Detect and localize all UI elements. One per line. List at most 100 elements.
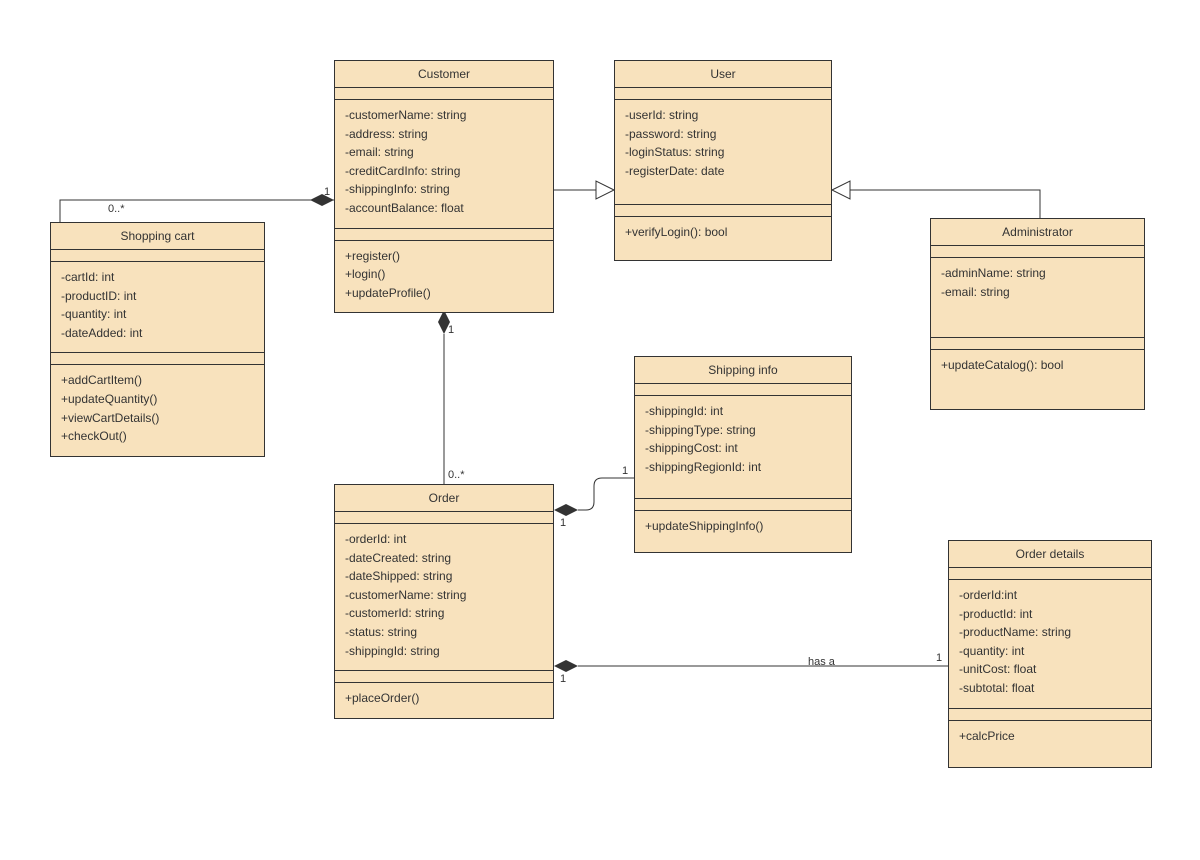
attr: -quantity: int bbox=[61, 305, 254, 324]
method: +register() bbox=[345, 247, 543, 266]
attrs: -customerName: string -address: string -… bbox=[335, 100, 553, 229]
attr: -orderId: int bbox=[345, 530, 543, 549]
attrs: -cartId: int -productID: int -quantity: … bbox=[51, 262, 264, 353]
methods: +verifyLogin(): bool bbox=[615, 217, 831, 260]
class-title: Customer bbox=[335, 61, 553, 88]
method: +checkOut() bbox=[61, 427, 254, 446]
mult-cart-0star: 0..* bbox=[108, 203, 125, 215]
attr: -subtotal: float bbox=[959, 679, 1141, 698]
attr: -productName: string bbox=[959, 623, 1141, 642]
method: +addCartItem() bbox=[61, 371, 254, 390]
class-administrator: Administrator -adminName: string -email:… bbox=[930, 218, 1145, 410]
method: +updateShippingInfo() bbox=[645, 517, 841, 536]
attr: -accountBalance: float bbox=[345, 199, 543, 218]
attr: -cartId: int bbox=[61, 268, 254, 287]
class-title: User bbox=[615, 61, 831, 88]
attr: -loginStatus: string bbox=[625, 143, 821, 162]
attrs: -orderId:int -productId: int -productNam… bbox=[949, 580, 1151, 709]
attr: -customerName: string bbox=[345, 106, 543, 125]
class-shopping-cart: Shopping cart -cartId: int -productID: i… bbox=[50, 222, 265, 457]
attr: -address: string bbox=[345, 125, 543, 144]
attrs: -orderId: int -dateCreated: string -date… bbox=[335, 524, 553, 671]
class-title: Shipping info bbox=[635, 357, 851, 384]
class-title: Shopping cart bbox=[51, 223, 264, 250]
method: +viewCartDetails() bbox=[61, 409, 254, 428]
class-order: Order -orderId: int -dateCreated: string… bbox=[334, 484, 554, 719]
mult-orderdet-1a: 1 bbox=[560, 673, 566, 685]
edge-order-shipping bbox=[578, 478, 634, 510]
class-customer: Customer -customerName: string -address:… bbox=[334, 60, 554, 313]
mult-cart-1: 1 bbox=[324, 186, 330, 198]
attr: -shippingCost: int bbox=[645, 439, 841, 458]
methods: +placeOrder() bbox=[335, 683, 553, 718]
edge-label-has-a: has a bbox=[808, 656, 835, 668]
compartment-sep bbox=[949, 709, 1151, 721]
methods: +updateCatalog(): bool bbox=[931, 350, 1144, 409]
attr: -shippingRegionId: int bbox=[645, 458, 841, 477]
compartment-sep bbox=[615, 205, 831, 217]
attr: -email: string bbox=[345, 143, 543, 162]
attr: -registerDate: date bbox=[625, 162, 821, 181]
attr: -productID: int bbox=[61, 287, 254, 306]
edge-cart-customer bbox=[60, 200, 334, 222]
compartment-sep bbox=[615, 88, 831, 100]
compartment-sep bbox=[931, 338, 1144, 350]
mult-custorder-0star: 0..* bbox=[448, 469, 465, 481]
methods: +register() +login() +updateProfile() bbox=[335, 241, 553, 313]
diamond-order-orderdetails bbox=[554, 660, 578, 672]
attr: -password: string bbox=[625, 125, 821, 144]
mult-orderdet-1b: 1 bbox=[936, 652, 942, 664]
compartment-sep bbox=[51, 353, 264, 365]
methods: +updateShippingInfo() bbox=[635, 511, 851, 552]
attr: -quantity: int bbox=[959, 642, 1141, 661]
attr: -dateCreated: string bbox=[345, 549, 543, 568]
attr: -customerId: string bbox=[345, 604, 543, 623]
class-order-details: Order details -orderId:int -productId: i… bbox=[948, 540, 1152, 768]
arrow-admin-user bbox=[832, 181, 850, 199]
method: +calcPrice bbox=[959, 727, 1141, 746]
attrs: -userId: string -password: string -login… bbox=[615, 100, 831, 205]
attr: -shippingInfo: string bbox=[345, 180, 543, 199]
methods: +calcPrice bbox=[949, 721, 1151, 768]
attr: -userId: string bbox=[625, 106, 821, 125]
compartment-sep bbox=[335, 512, 553, 524]
compartment-sep bbox=[635, 384, 851, 396]
diamond-cart-customer bbox=[310, 194, 334, 206]
method: +updateQuantity() bbox=[61, 390, 254, 409]
class-title: Order bbox=[335, 485, 553, 512]
compartment-sep bbox=[335, 671, 553, 683]
class-shipping-info: Shipping info -shippingId: int -shipping… bbox=[634, 356, 852, 553]
mult-custorder-1: 1 bbox=[448, 324, 454, 336]
attr: -shippingId: int bbox=[645, 402, 841, 421]
attr: -orderId:int bbox=[959, 586, 1141, 605]
attr: -status: string bbox=[345, 623, 543, 642]
attr: -customerName: string bbox=[345, 586, 543, 605]
method: +login() bbox=[345, 265, 543, 284]
arrow-customer-user bbox=[596, 181, 614, 199]
compartment-sep bbox=[949, 568, 1151, 580]
attr: -dateAdded: int bbox=[61, 324, 254, 343]
method: +updateProfile() bbox=[345, 284, 543, 303]
method: +verifyLogin(): bool bbox=[625, 223, 821, 242]
attr: -email: string bbox=[941, 283, 1134, 302]
compartment-sep bbox=[931, 246, 1144, 258]
attr: -creditCardInfo: string bbox=[345, 162, 543, 181]
compartment-sep bbox=[335, 229, 553, 241]
attr: -shippingType: string bbox=[645, 421, 841, 440]
attr: -productId: int bbox=[959, 605, 1141, 624]
class-user: User -userId: string -password: string -… bbox=[614, 60, 832, 261]
mult-ordership-1a: 1 bbox=[560, 517, 566, 529]
attr: -dateShipped: string bbox=[345, 567, 543, 586]
attr: -adminName: string bbox=[941, 264, 1134, 283]
attrs: -adminName: string -email: string bbox=[931, 258, 1144, 338]
methods: +addCartItem() +updateQuantity() +viewCa… bbox=[51, 365, 264, 455]
attr: -unitCost: float bbox=[959, 660, 1141, 679]
method: +updateCatalog(): bool bbox=[941, 356, 1134, 375]
diamond-order-shipping bbox=[554, 504, 578, 516]
attrs: -shippingId: int -shippingType: string -… bbox=[635, 396, 851, 499]
class-title: Order details bbox=[949, 541, 1151, 568]
compartment-sep bbox=[635, 499, 851, 511]
attr: -shippingId: string bbox=[345, 642, 543, 661]
edge-admin-user bbox=[850, 190, 1040, 218]
compartment-sep bbox=[51, 250, 264, 262]
